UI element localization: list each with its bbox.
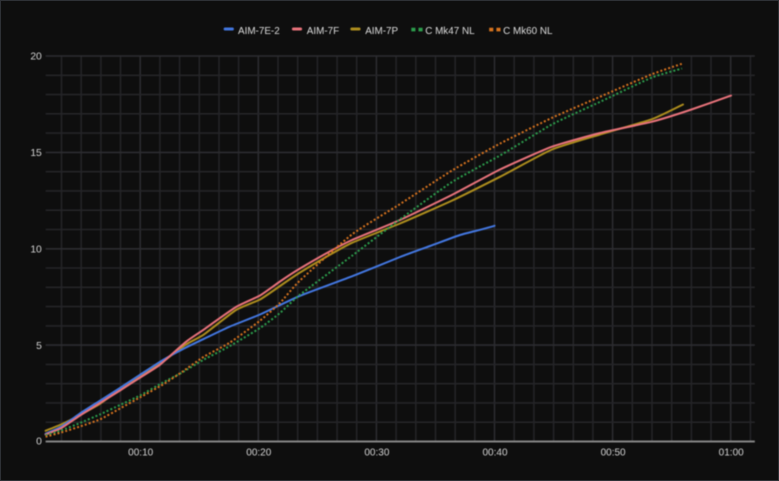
svg-text:15: 15: [30, 148, 42, 159]
svg-text:00:10: 00:10: [128, 447, 153, 458]
svg-text:00:30: 00:30: [364, 447, 389, 458]
svg-text:20: 20: [30, 52, 42, 63]
svg-text:0: 0: [36, 437, 42, 448]
svg-text:AIM-7P: AIM-7P: [365, 26, 398, 37]
svg-text:10: 10: [30, 245, 42, 256]
svg-text:AIM-7E-2: AIM-7E-2: [238, 26, 280, 37]
svg-text:5: 5: [36, 341, 42, 352]
svg-text:00:50: 00:50: [601, 447, 626, 458]
svg-text:00:40: 00:40: [482, 447, 507, 458]
svg-text:C Mk60 NL: C Mk60 NL: [503, 26, 553, 37]
svg-text:00:20: 00:20: [246, 447, 271, 458]
svg-text:C Mk47 NL: C Mk47 NL: [425, 26, 475, 37]
svg-text:01:00: 01:00: [719, 447, 744, 458]
svg-text:AIM-7F: AIM-7F: [307, 26, 339, 37]
